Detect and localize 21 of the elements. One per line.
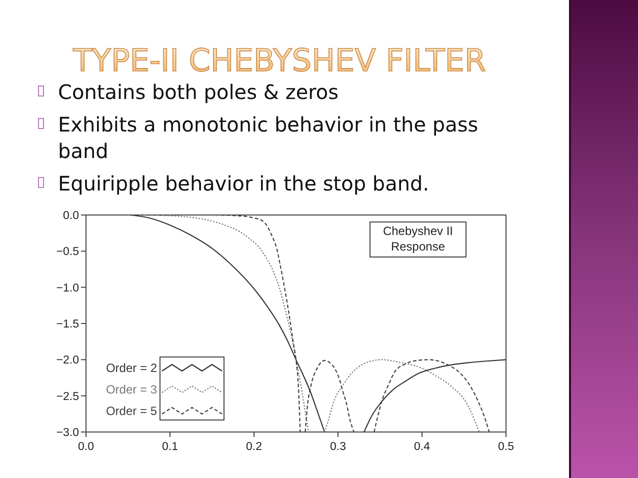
y-tick-label: −1.0	[56, 282, 79, 294]
y-tick-label: −2.0	[56, 354, 79, 367]
legend-label: Order = 3	[106, 382, 158, 397]
text: Exhibits a monotonic behavior in the pass band	[58, 112, 478, 163]
x-tick-label: 0.5	[498, 441, 514, 453]
text: Equiripple behavior in the stop band.	[58, 172, 430, 196]
x-tick-label: 0.1	[162, 441, 178, 453]
x-tick-label: 0.2	[246, 441, 262, 453]
y-tick-label: −0.5	[56, 246, 79, 258]
legend-label: Order = 5	[106, 404, 158, 418]
text: Contains both poles & zeros	[58, 80, 339, 104]
legend-label: Order = 2	[106, 361, 158, 376]
chart-title: TYPE-II CHEBYSHEV FILTER	[72, 43, 486, 79]
y-tick-label: −1.5	[56, 318, 79, 331]
annotation: Chebyshev II Response	[382, 224, 454, 254]
x-tick-label: 0.4	[414, 441, 431, 453]
x-tick-label: 0.3	[330, 441, 346, 453]
x-tick-label: 0.0	[78, 441, 94, 453]
y-tick-label: 0.0	[63, 210, 79, 222]
y-tick-label: −3.0	[56, 427, 79, 440]
y-tick-label: −2.5	[56, 390, 79, 403]
